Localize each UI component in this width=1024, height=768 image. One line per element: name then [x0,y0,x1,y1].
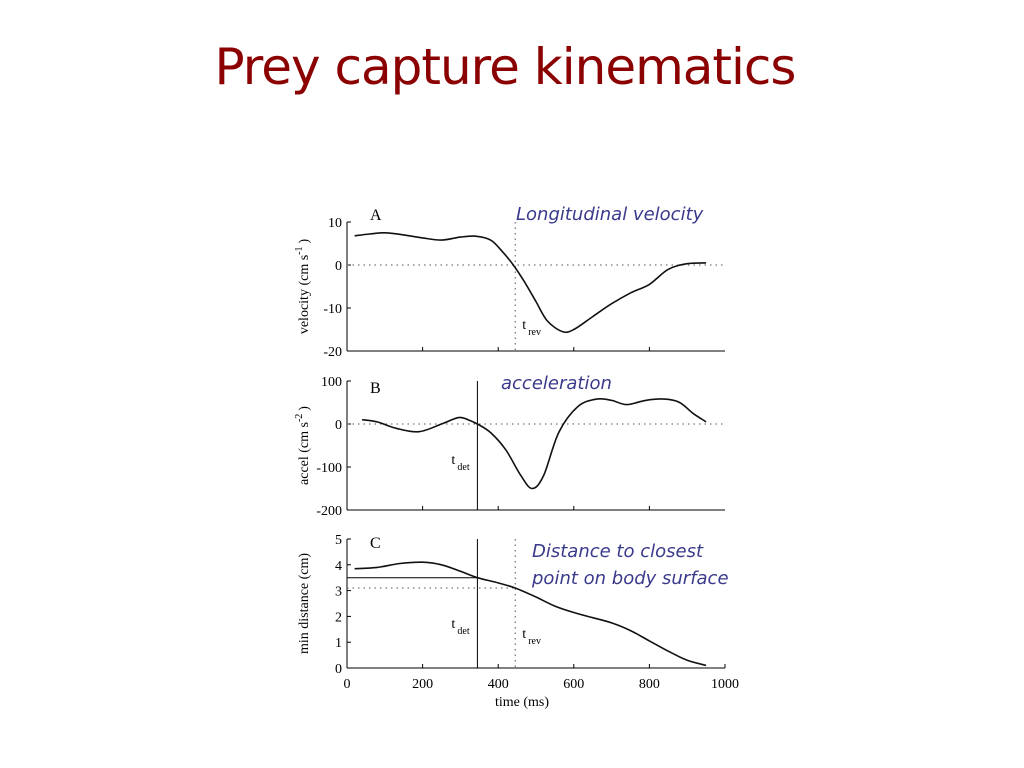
annotation-velocity-line: Longitudinal velocity [516,204,704,225]
marker-label-sub: det [457,462,469,473]
series-line-c [354,561,707,667]
x-tick-label: 800 [639,677,660,692]
y-axis-label: velocity (cm s-1) [294,239,312,335]
annotation-distance-line-2: point on body surface [532,568,729,589]
annotation-acceleration-line: acceleration [501,373,612,394]
y-axis-label-main: accel (cm s [297,422,312,485]
marker-label-tdet: t [451,617,455,632]
y-tick-label: 0 [335,259,342,274]
y-tick-label: 2 [335,610,342,625]
y-axis-label: min distance (cm) [297,553,312,654]
annotation-velocity: Longitudinal velocity [516,201,703,228]
y-tick-label: -10 [323,302,342,317]
y-tick-label: 0 [335,418,342,433]
y-tick-label: -20 [323,345,342,360]
annotation-distance: Distance to closest point on body surfac… [532,538,729,592]
annotation-acceleration: acceleration [501,370,612,397]
x-tick-label: 600 [563,677,584,692]
y-tick-label: 0 [335,662,342,677]
x-tick-label: 200 [412,677,433,692]
y-axis-label-main: velocity (cm s [297,255,312,334]
annotation-distance-line-1: Distance to closest [532,541,704,562]
marker-label-trev: t [522,318,526,333]
panel-letter: C [370,535,381,552]
y-tick-label: 1 [335,636,342,651]
marker-label-sub: rev [528,327,541,338]
y-tick-label: 5 [335,533,342,548]
x-tick-label: 400 [488,677,509,692]
marker-label-sub: rev [528,636,541,647]
y-axis-label-exponent: -2 [294,414,305,422]
y-axis-label-end: ) [297,406,312,411]
marker-label-sub: det [457,626,469,637]
y-tick-label: 3 [335,585,342,600]
y-axis-label-exponent: -1 [294,247,305,255]
y-axis-label-main: min distance (cm) [297,553,312,654]
y-tick-label: -200 [316,504,342,519]
x-tick-label: 1000 [711,677,739,692]
y-tick-label: 4 [335,559,342,574]
panel-letter: B [370,380,381,397]
y-tick-label: 10 [328,216,342,231]
y-tick-label: 100 [321,375,342,390]
slide-title: Prey capture kinematics [214,38,797,96]
x-tick-label: 0 [344,677,351,692]
series-line-b [361,397,707,490]
y-axis-label: accel (cm s-2) [294,406,312,485]
y-axis-label-end: ) [297,239,312,244]
series-line-a [354,231,707,334]
marker-label-tdet: t [451,453,455,468]
x-axis-label: time (ms) [495,695,549,710]
marker-label-trev: t [522,627,526,642]
y-tick-label: -100 [316,461,342,476]
panel-letter: A [370,207,382,224]
